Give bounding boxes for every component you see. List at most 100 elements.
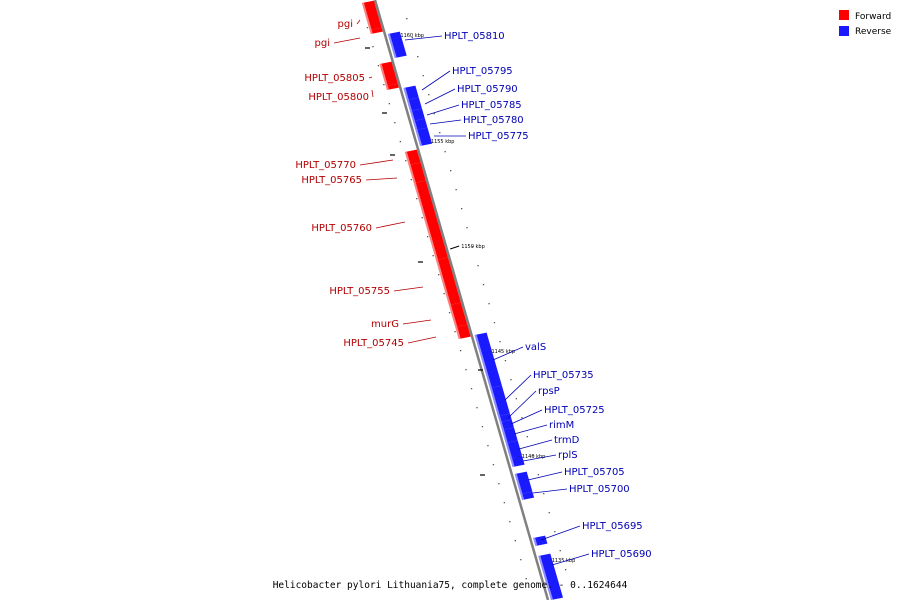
reverse-gene-block	[538, 553, 563, 600]
tick-dot	[537, 474, 539, 476]
reverse-gene-shade	[510, 457, 515, 467]
tick-dot	[433, 113, 435, 115]
tick-dot	[492, 464, 495, 466]
tick-dot	[471, 246, 474, 248]
tick-dot	[503, 502, 505, 504]
reverse-gene-label: HPLT_05700	[569, 484, 630, 495]
tick-dot	[548, 512, 550, 514]
tick-dot	[438, 274, 440, 276]
gene-features	[361, 0, 563, 600]
tick-dot	[514, 540, 516, 542]
tick-dot	[416, 198, 418, 200]
kbp-label: 1155 kbp	[431, 139, 455, 145]
reverse-gene-label: valS	[525, 342, 546, 353]
reverse-gene-block	[489, 385, 510, 416]
forward-gene-leader	[402, 319, 432, 325]
forward-gene-leader	[393, 286, 424, 292]
tick-dot	[444, 151, 446, 153]
tick-dot	[443, 293, 445, 295]
tick-dot	[515, 398, 517, 400]
forward-gene-block	[413, 180, 448, 260]
forward-gene-label: murG	[371, 319, 399, 330]
reverse-gene-leader	[424, 88, 456, 105]
forward-gene-shade	[413, 182, 438, 260]
forward-gene-block	[385, 83, 399, 90]
reverse-gene-leader	[429, 119, 462, 125]
reverse-gene-shade	[538, 555, 553, 600]
tick-dot	[499, 341, 501, 343]
tick-dot	[525, 578, 527, 580]
forward-gene-label: HPLT_05755	[329, 286, 390, 297]
forward-gene-label: HPLT_05805	[304, 73, 365, 84]
reverse-gene-leader	[426, 104, 460, 116]
reverse-gene-leader	[404, 35, 443, 41]
tick-dot	[455, 189, 457, 191]
forward-gene-shade	[408, 164, 416, 183]
kbp-tick	[450, 245, 460, 250]
reverse-gene-shade	[387, 33, 397, 58]
tick-dot	[493, 322, 496, 324]
genome-backbone	[373, 0, 550, 600]
tick-dot	[405, 160, 407, 162]
reverse-gene-shade	[403, 87, 409, 100]
tick-dot	[411, 37, 413, 39]
forward-gene-leader	[365, 177, 398, 181]
tick-dot	[410, 179, 412, 181]
forward-gene-shade	[385, 85, 389, 90]
forward-gene-shade	[448, 304, 458, 327]
reverse-gene-leader	[421, 70, 451, 91]
forward-gene-label: HPLT_05760	[311, 223, 372, 234]
tick-dot	[461, 208, 463, 210]
reverse-gene-leader	[532, 488, 568, 494]
legend-forward-swatch	[839, 10, 849, 20]
tick-dot	[521, 417, 523, 419]
forward-gene-shade	[369, 29, 373, 34]
tick-dot	[388, 103, 390, 105]
forward-gene-block	[436, 257, 461, 305]
reverse-gene-label: HPLT_05780	[463, 115, 524, 126]
reverse-gene-block	[520, 491, 535, 500]
legend-reverse-label: Reverse	[855, 27, 892, 37]
tick-dot	[476, 407, 478, 409]
reverse-gene-shade	[474, 334, 492, 388]
reverse-gene-label: HPLT_05735	[533, 370, 594, 381]
reverse-gene-label: HPLT_05695	[582, 521, 643, 532]
tick-dot	[372, 46, 374, 48]
reverse-gene-label: HPLT_05775	[468, 131, 529, 142]
forward-gene-label: HPLT_05765	[301, 175, 362, 186]
tick-dot	[554, 531, 556, 533]
tick-dot	[487, 445, 489, 447]
reverse-gene-shade	[499, 421, 504, 430]
forward-gene-label: HPLT_05770	[295, 160, 356, 171]
tick-dot	[481, 426, 484, 428]
tick-dot	[510, 379, 512, 381]
forward-gene-label: pgi	[338, 19, 353, 30]
tick-dot	[394, 122, 396, 124]
forward-gene-leader	[333, 37, 361, 44]
tick-dot	[488, 303, 490, 305]
reverse-gene-block	[497, 413, 512, 422]
reverse-gene-block	[387, 31, 407, 58]
reverse-gene-shade	[505, 442, 512, 458]
reverse-gene-label: rplS	[558, 450, 578, 461]
tick-dot	[477, 265, 479, 267]
reverse-gene-leader	[527, 471, 563, 481]
reverse-gene-label: rimM	[549, 420, 574, 431]
forward-gene-shade	[455, 326, 461, 339]
reverse-gene-leader	[504, 374, 532, 401]
forward-gene-shade	[436, 259, 451, 305]
kbp-label: 1140 kbp	[522, 454, 546, 460]
reverse-gene-leader	[507, 390, 537, 419]
forward-gene-block	[448, 302, 468, 327]
reverse-gene-shade	[533, 537, 538, 546]
tick-dot	[470, 388, 473, 390]
reverse-gene-shade	[410, 110, 415, 121]
genome-caption: Helicobacter pylori Lithuania75, complet…	[273, 580, 628, 591]
forward-gene-leader	[368, 76, 373, 79]
forward-gene-block	[361, 0, 382, 30]
forward-gene-leader	[356, 19, 361, 25]
tick-dot	[428, 94, 430, 96]
reverse-gene-leader	[492, 346, 524, 361]
tick-dot	[532, 455, 534, 457]
